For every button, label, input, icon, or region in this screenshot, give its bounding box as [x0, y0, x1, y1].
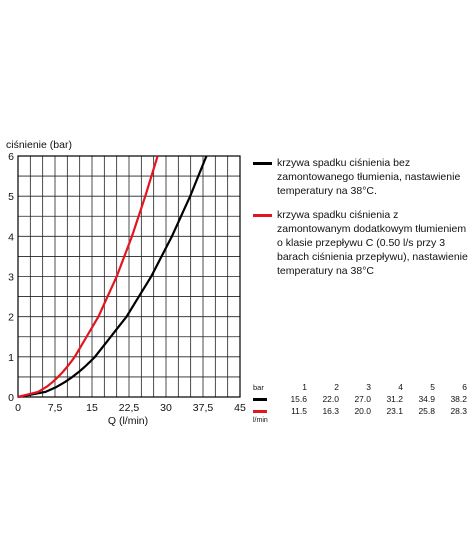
y-tick-label: 2 [8, 312, 14, 324]
legend-swatch-red [253, 214, 272, 217]
table-row-black: 15.6 22.0 27.0 31.2 34.9 38.2 [253, 393, 467, 405]
table-cell: 23.1 [386, 406, 403, 416]
x-tick-label: 37,5 [193, 402, 214, 414]
series-line-red [17, 155, 159, 399]
table-cell: 15.6 [290, 394, 307, 404]
flow-table: bar 1 2 3 4 5 6 15.6 22.0 27.0 31.2 34.9… [253, 381, 467, 417]
table-bar-value: 6 [462, 382, 467, 392]
x-tick-label: 7,5 [48, 402, 63, 414]
x-tick-label: 45 [234, 402, 246, 414]
table-cell: 31.2 [386, 394, 403, 404]
table-header-row: bar 1 2 3 4 5 6 [253, 381, 467, 393]
table-cell: 34.9 [418, 394, 435, 404]
x-tick-label: 15 [86, 402, 98, 414]
table-swatch-red [253, 410, 267, 414]
table-cell: 25.8 [418, 406, 435, 416]
table-cell: 38.2 [450, 394, 467, 404]
legend-swatch-black [253, 162, 272, 165]
x-tick-label: 0 [15, 402, 21, 414]
table-swatch-black [253, 398, 267, 402]
legend-label-black: krzywa spadku ciśnienia bez zamontowaneg… [277, 157, 461, 197]
table-bar-value: 1 [302, 382, 307, 392]
y-axis-label: ciśnienie (bar) [6, 139, 72, 151]
x-tick-label: 22,5 [119, 402, 140, 414]
table-cell: 11.5 [291, 406, 307, 416]
table-cell: 16.3 [322, 406, 339, 416]
plot-frame [17, 155, 241, 398]
x-axis-label: Q (l/min) [108, 415, 148, 427]
legend-label-red: krzywa spadku ciśnienia z zamontowanym d… [277, 209, 468, 277]
table-row-red: 11.5 16.3 20.0 23.1 25.8 28.3 [253, 405, 467, 417]
table-unit-label: l/min [253, 417, 268, 424]
legend-item-red: krzywa spadku ciśnienia z zamontowanym d… [253, 208, 468, 278]
y-tick-label: 4 [8, 231, 14, 243]
table-cell: 27.0 [354, 394, 371, 404]
y-tick-label: 0 [8, 392, 14, 404]
table-bar-value: 4 [398, 382, 403, 392]
table-bar-value: 3 [366, 382, 371, 392]
table-cell: 22.0 [322, 394, 339, 404]
y-tick-label: 3 [8, 272, 14, 284]
plot-grid [17, 155, 241, 398]
table-bar-label: bar [253, 382, 264, 392]
table-cell: 20.0 [354, 406, 371, 416]
y-tick-label: 5 [8, 191, 14, 203]
series-line-black [17, 155, 208, 399]
series-lines [17, 155, 208, 399]
legend-item-black: krzywa spadku ciśnienia bez zamontowaneg… [253, 156, 468, 198]
chart-legend: krzywa spadku ciśnienia bez zamontowaneg… [253, 156, 468, 288]
table-cell: 28.3 [450, 406, 467, 416]
table-bar-value: 5 [430, 382, 435, 392]
y-tick-label: 1 [8, 352, 14, 364]
y-tick-label: 6 [8, 151, 14, 163]
x-tick-label: 30 [160, 402, 172, 414]
table-bar-value: 2 [334, 382, 339, 392]
